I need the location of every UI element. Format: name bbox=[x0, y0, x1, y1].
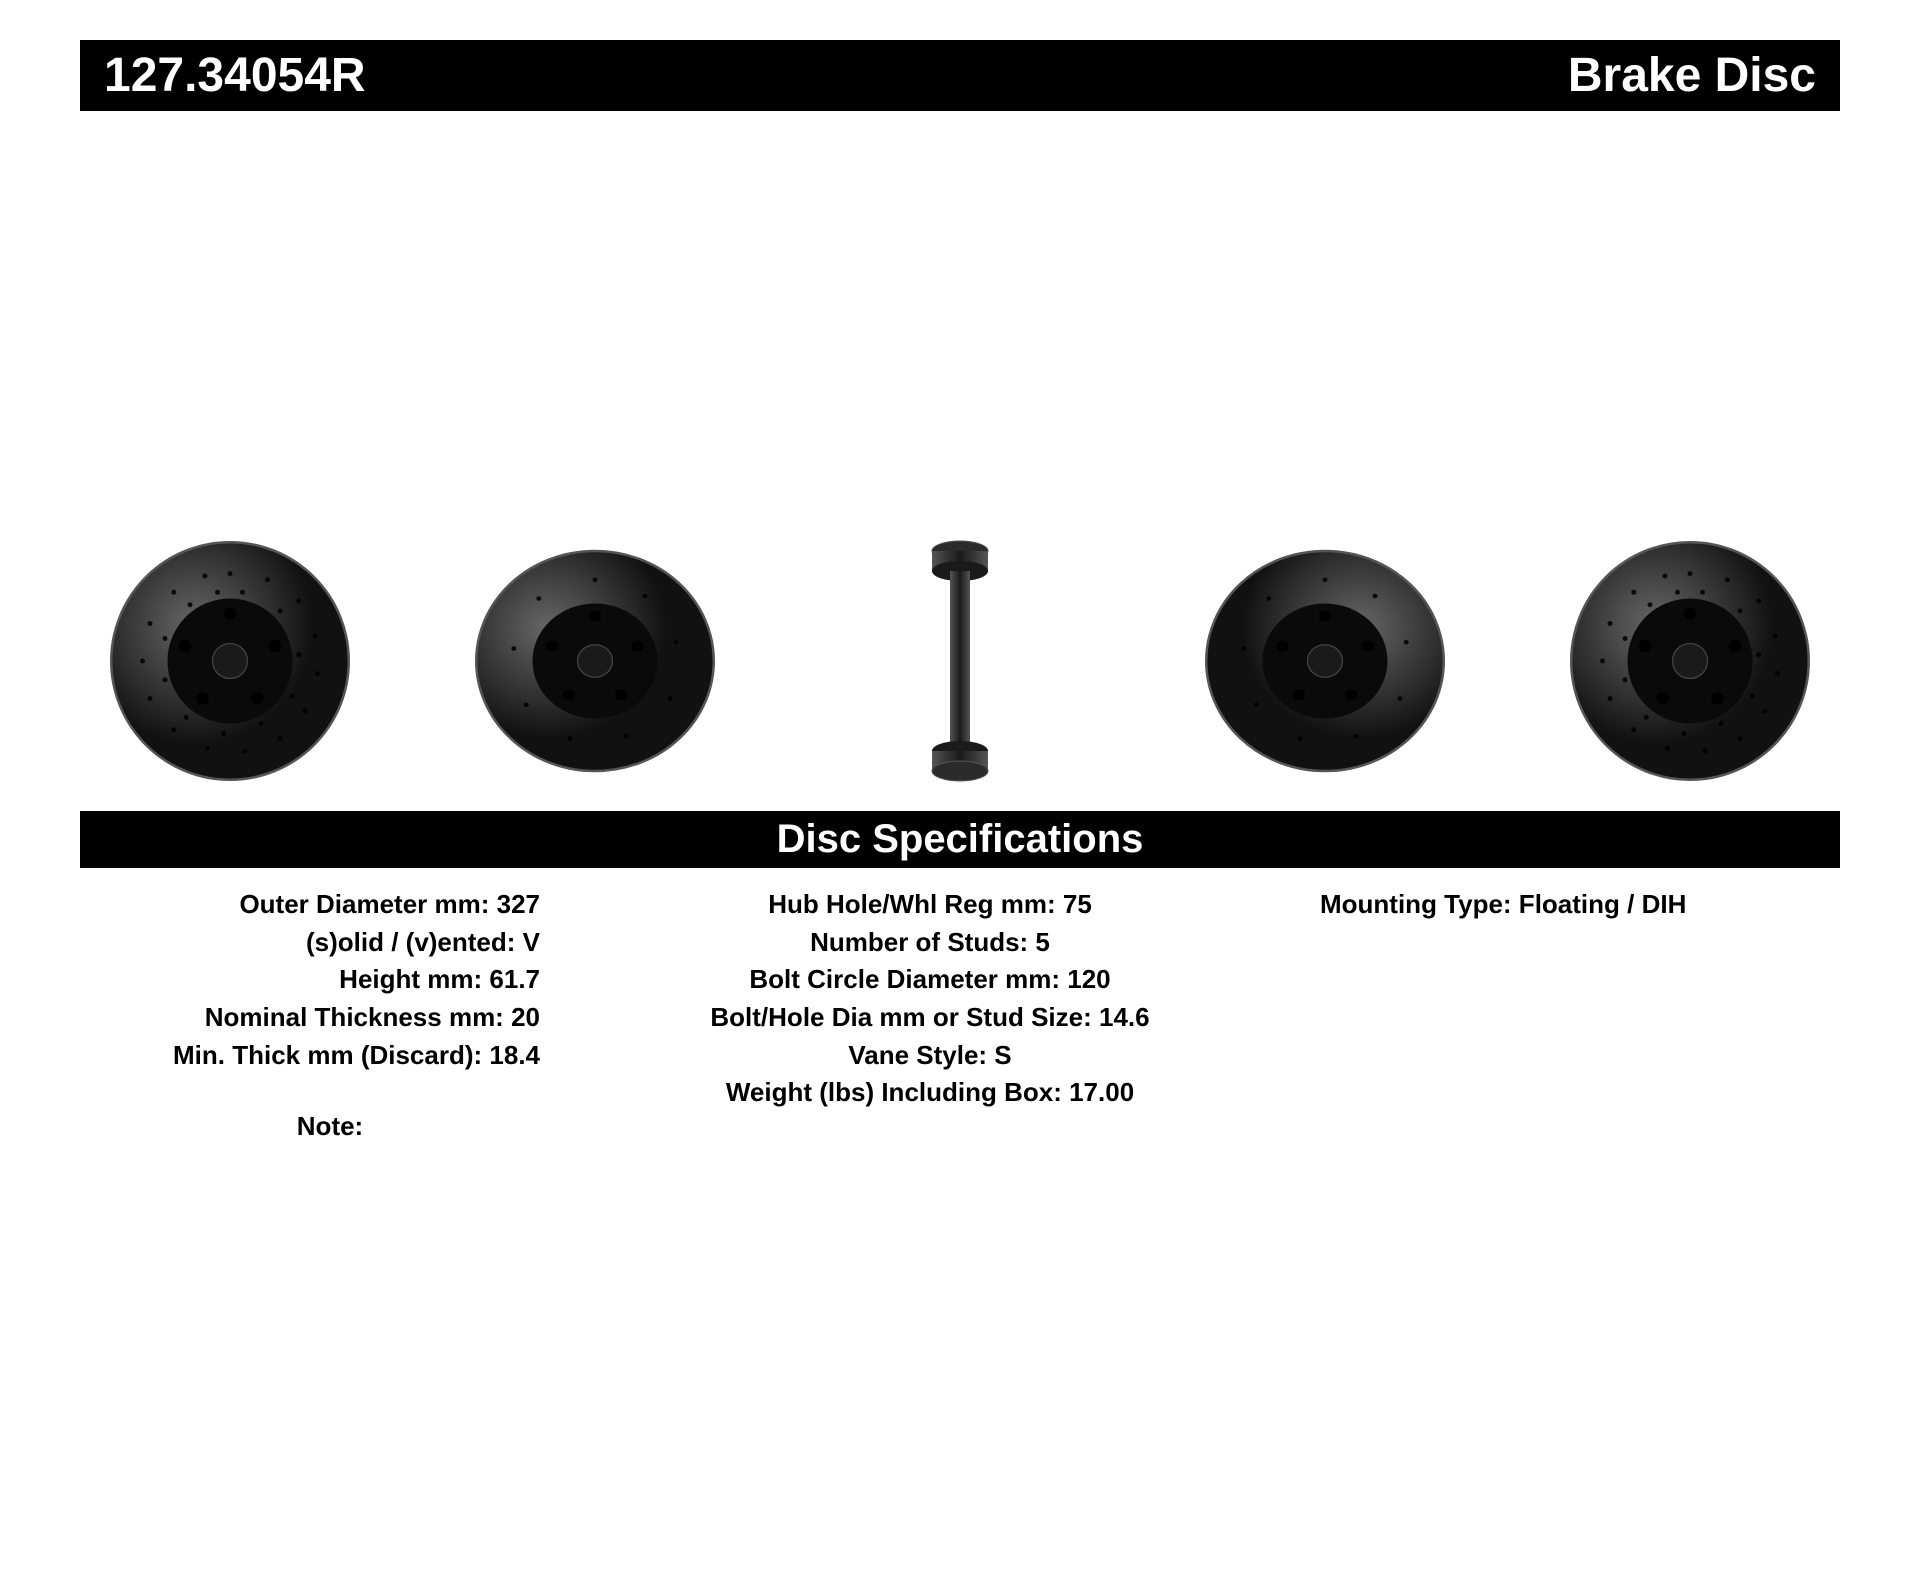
spec-line: Height mm: 61.7 bbox=[339, 961, 540, 999]
spec-line: (s)olid / (v)ented: V bbox=[306, 924, 540, 962]
spec-col-right: Mounting Type: Floating / DIH bbox=[1320, 886, 1800, 1146]
spec-line: Nominal Thickness mm: 20 bbox=[205, 999, 540, 1037]
spec-line: Weight (lbs) Including Box: 17.00 bbox=[726, 1074, 1134, 1112]
spec-col-left: Outer Diameter mm: 327(s)olid / (v)ented… bbox=[120, 886, 540, 1146]
spec-line: Vane Style: S bbox=[848, 1037, 1011, 1075]
spec-line: Outer Diameter mm: 327 bbox=[239, 886, 540, 924]
spec-col-mid: Hub Hole/Whl Reg mm: 75Number of Studs: … bbox=[650, 886, 1210, 1146]
spec-line: Number of Studs: 5 bbox=[810, 924, 1050, 962]
spec-header-bar: Disc Specifications bbox=[80, 811, 1840, 868]
note-label: Note: bbox=[297, 1108, 363, 1146]
spec-line: Hub Hole/Whl Reg mm: 75 bbox=[768, 886, 1092, 924]
specs-container: Outer Diameter mm: 327(s)olid / (v)ented… bbox=[80, 886, 1840, 1146]
spec-line: Min. Thick mm (Discard): 18.4 bbox=[173, 1037, 540, 1075]
spec-line: Mounting Type: Floating / DIH bbox=[1320, 886, 1686, 924]
header-bar: 127.34054R Brake Disc bbox=[80, 40, 1840, 111]
disc-view-front-1 bbox=[100, 531, 360, 791]
disc-view-angled-2 bbox=[1195, 531, 1455, 791]
spec-line: Bolt/Hole Dia mm or Stud Size: 14.6 bbox=[710, 999, 1149, 1037]
disc-view-side bbox=[830, 531, 1090, 791]
disc-view-angled-1 bbox=[465, 531, 725, 791]
spec-line: Bolt Circle Diameter mm: 120 bbox=[749, 961, 1110, 999]
product-images-row bbox=[80, 531, 1840, 791]
disc-view-front-2 bbox=[1560, 531, 1820, 791]
part-number: 127.34054R bbox=[104, 48, 366, 103]
product-type: Brake Disc bbox=[1568, 48, 1816, 103]
